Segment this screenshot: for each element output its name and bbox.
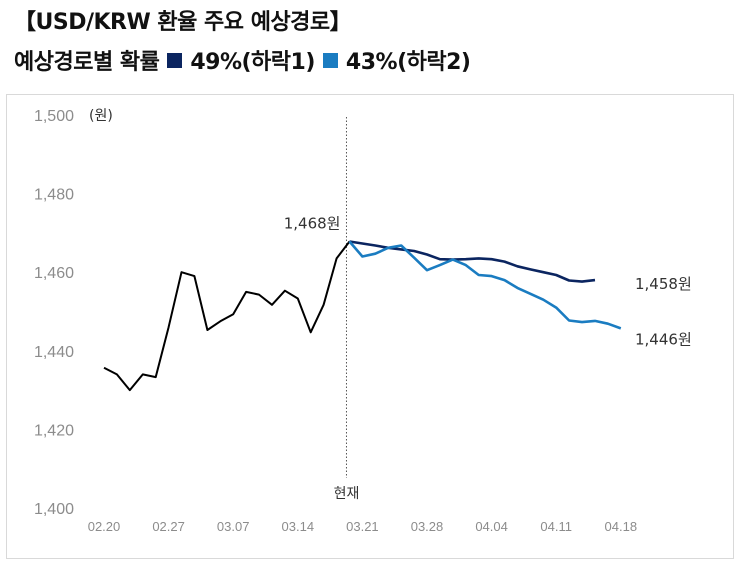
now-marker-label: 현재 — [334, 486, 360, 502]
x-tick-label: 02.20 — [88, 519, 121, 534]
legend: 예상경로별 확률 49%(하락1) 43%(하락2) — [14, 44, 471, 76]
forecast-line-2 — [348, 240, 622, 330]
y-tick-label: 1,400 — [34, 501, 74, 518]
historical-line — [103, 240, 351, 392]
x-tick-label: 03.28 — [411, 519, 444, 534]
x-tick-label: 04.18 — [605, 519, 638, 534]
y-tick-label: 1,460 — [34, 265, 74, 282]
x-tick-label: 03.21 — [346, 519, 379, 534]
legend-label-2: 43%(하락2) — [345, 50, 471, 75]
series1-end-label: 1,458원 — [635, 275, 692, 293]
y-tick-label: 1,480 — [34, 187, 74, 204]
now-value-label: 1,468원 — [284, 215, 341, 233]
x-tick-label: 03.14 — [282, 519, 315, 534]
y-axis-unit: (원) — [89, 108, 113, 124]
x-tick-label: 04.04 — [475, 519, 508, 534]
legend-label-1: 49%(하락1) — [190, 50, 315, 75]
legend-swatch-1 — [167, 52, 183, 68]
y-tick-label: 1,500 — [34, 108, 74, 125]
y-tick-label: 1,420 — [34, 422, 74, 439]
legend-swatch-2 — [322, 52, 338, 68]
x-tick-label: 03.07 — [217, 519, 250, 534]
x-tick-label: 04.11 — [540, 519, 572, 534]
y-tick-label: 1,440 — [34, 344, 74, 361]
chart-frame — [6, 94, 734, 559]
chart-title: 【USD/KRW 환율 주요 예상경로】 — [14, 10, 352, 35]
legend-prefix: 예상경로별 확률 — [14, 50, 160, 75]
x-tick-label: 02.27 — [152, 519, 185, 534]
series2-end-label: 1,446원 — [635, 330, 692, 348]
